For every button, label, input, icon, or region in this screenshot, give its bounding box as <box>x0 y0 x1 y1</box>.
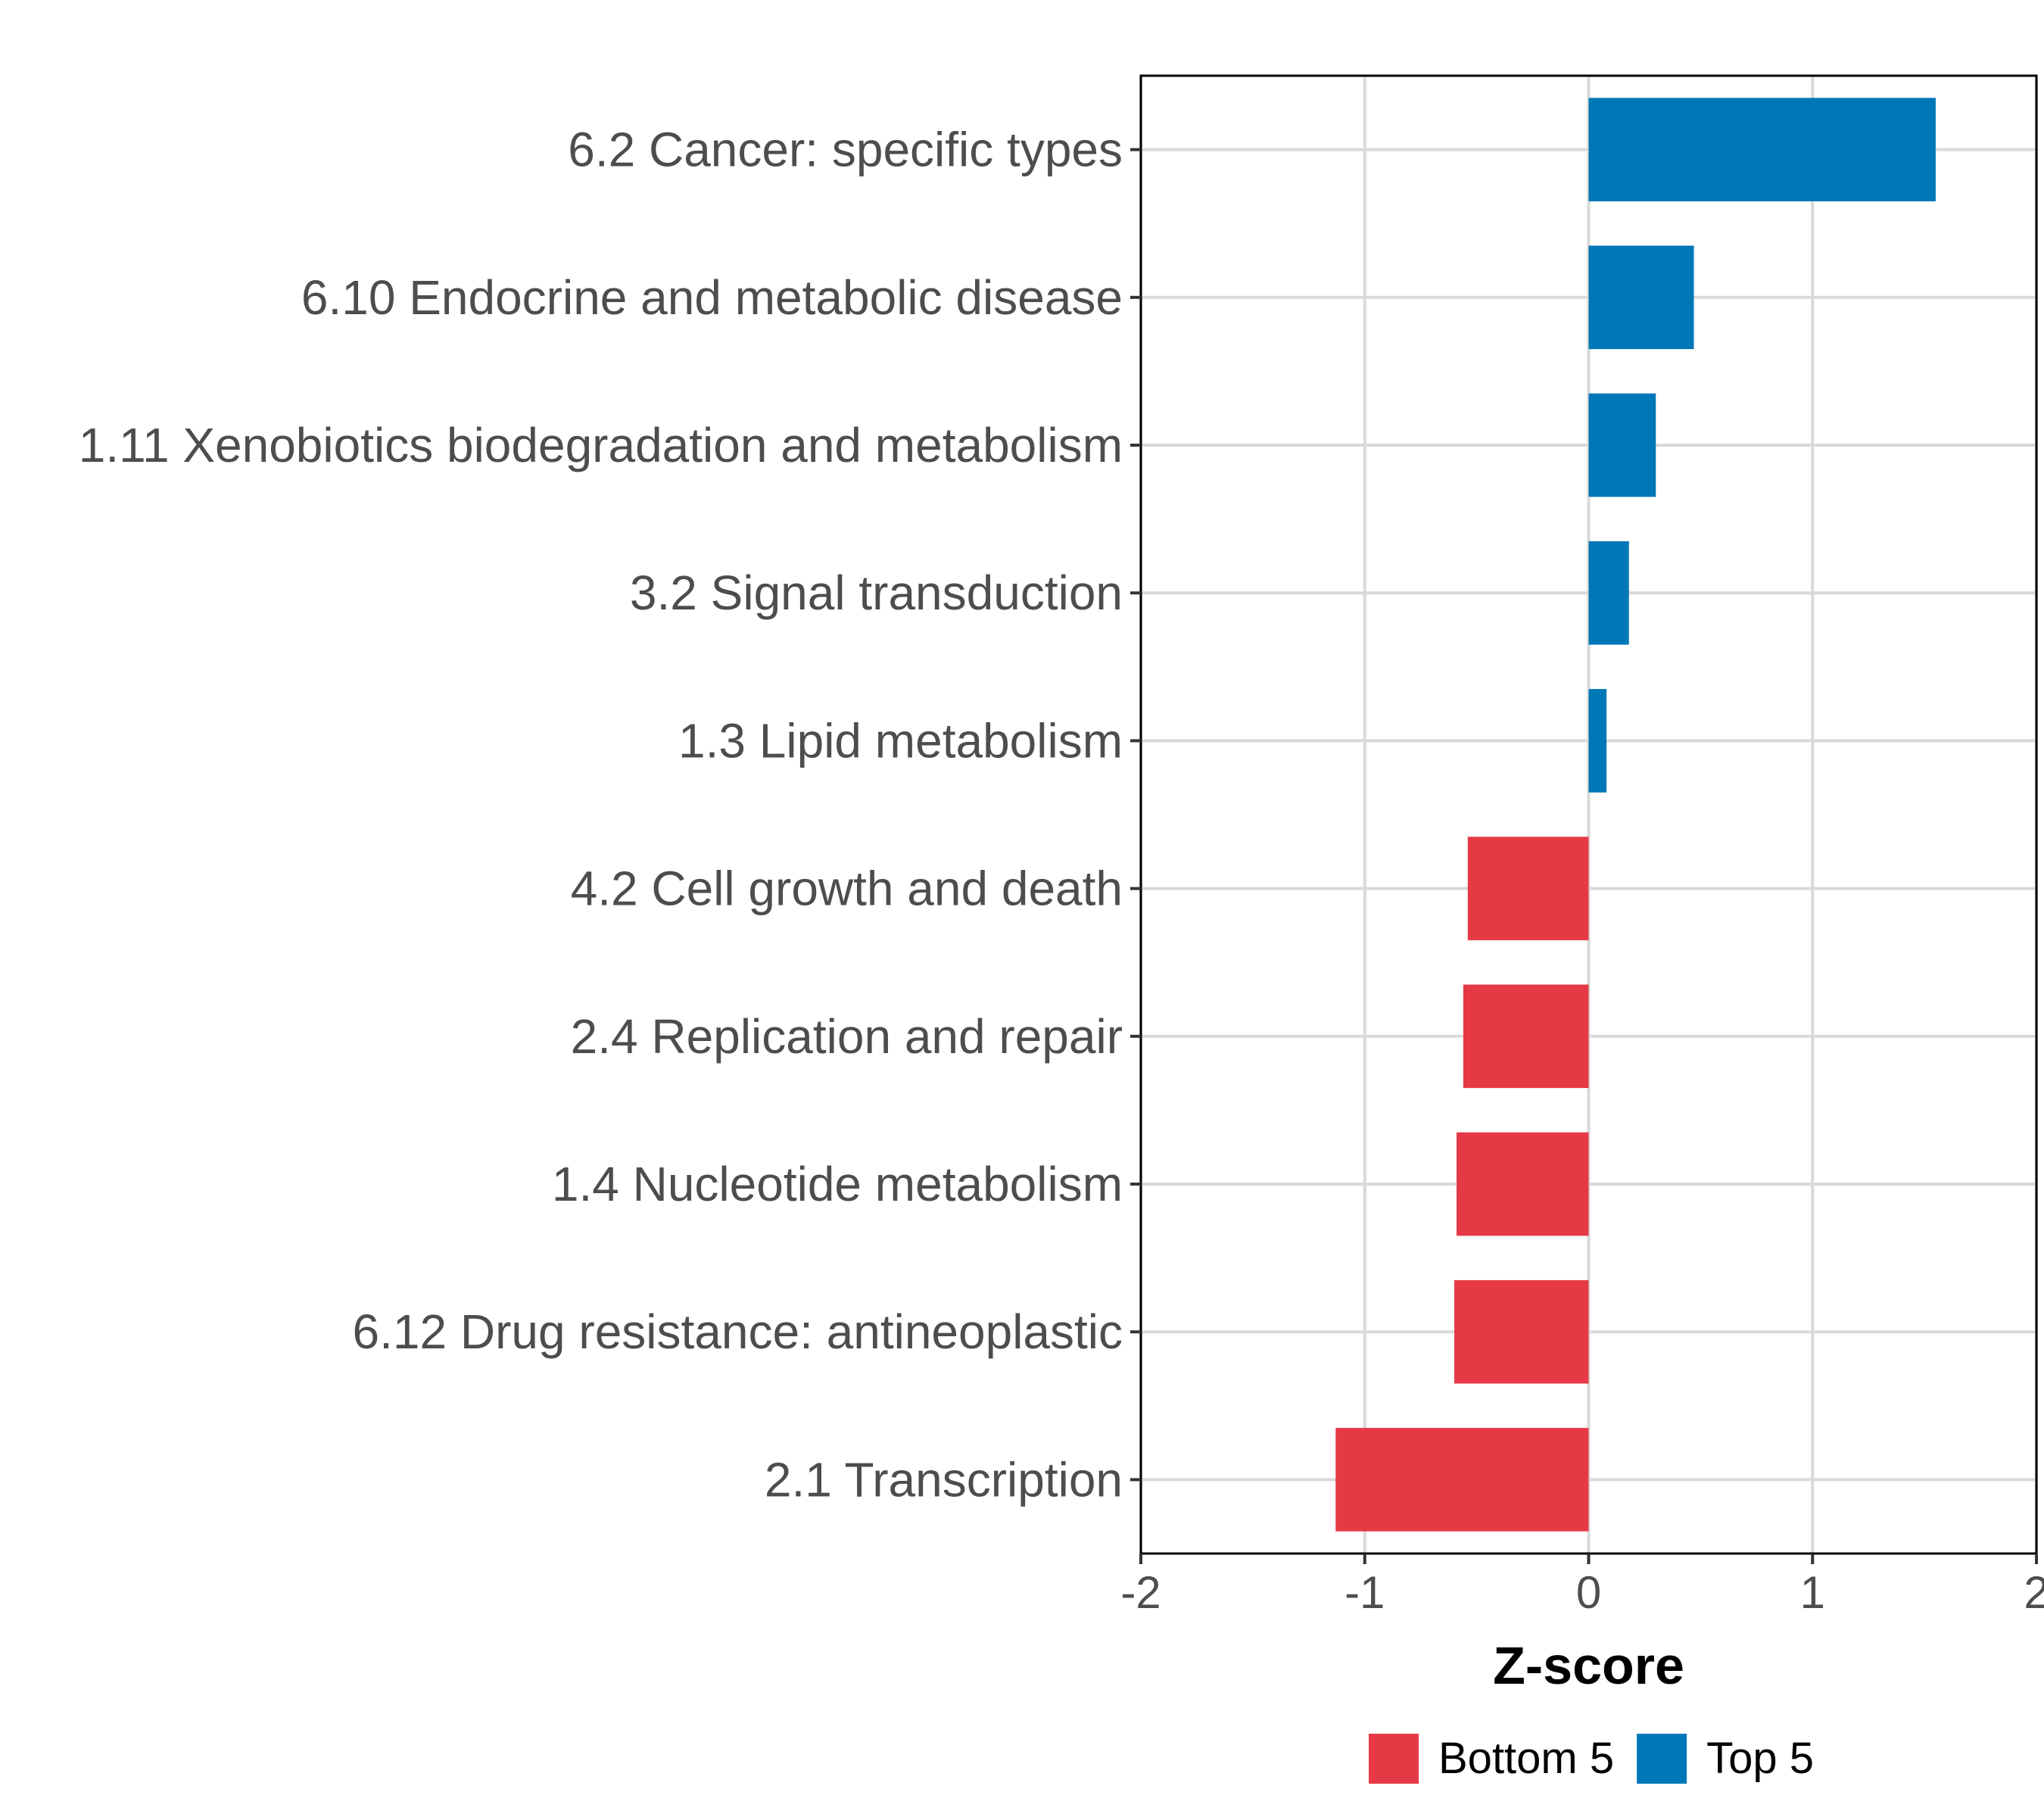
x-tick-label: -2 <box>1120 1567 1161 1618</box>
y-tick-label: 1.4 Nucleotide metabolism <box>552 1157 1123 1211</box>
x-tick-label: 1 <box>1800 1567 1825 1618</box>
bar <box>1457 1132 1589 1236</box>
y-tick-label: 1.11 Xenobiotics biodegradation and meta… <box>79 418 1123 472</box>
bar <box>1588 245 1694 350</box>
bar <box>1467 837 1589 940</box>
y-tick-label: 3.2 Signal transduction <box>630 566 1123 620</box>
y-tick-label: 2.4 Replication and repair <box>571 1009 1123 1064</box>
y-tick-label: 6.12 Drug resistance: antineoplastic <box>353 1304 1123 1359</box>
x-axis-ticks: -2 -1 0 1 2 <box>1120 1554 2044 1618</box>
bar <box>1588 98 1936 201</box>
bar <box>1335 1428 1589 1532</box>
y-tick-label: 2.1 Transcription <box>765 1452 1123 1507</box>
legend-swatch <box>1369 1734 1419 1784</box>
y-tick-label: 6.10 Endocrine and metabolic disease <box>301 270 1123 325</box>
legend-label: Bottom 5 <box>1438 1734 1614 1783</box>
legend: Bottom 5 Top 5 <box>1369 1734 1814 1784</box>
bar <box>1463 984 1589 1089</box>
x-axis-title: Z-score <box>1493 1636 1684 1695</box>
legend-swatch <box>1637 1734 1687 1784</box>
x-tick-label: 2 <box>2024 1567 2044 1618</box>
x-tick-label: -1 <box>1344 1567 1385 1618</box>
x-tick-label: 0 <box>1576 1567 1601 1618</box>
y-tick-label: 4.2 Cell growth and death <box>571 862 1123 916</box>
y-tick-label: 1.3 Lipid metabolism <box>678 713 1123 768</box>
bar <box>1454 1279 1589 1384</box>
y-tick-label: 6.2 Cancer: specific types <box>568 123 1123 177</box>
bar <box>1588 541 1629 645</box>
legend-label: Top 5 <box>1706 1734 1814 1783</box>
y-axis-ticks: 6.2 Cancer: specific types 6.10 Endocrine… <box>79 123 1141 1507</box>
bar <box>1588 393 1656 497</box>
bar <box>1588 689 1607 793</box>
bars <box>1335 98 1936 1532</box>
